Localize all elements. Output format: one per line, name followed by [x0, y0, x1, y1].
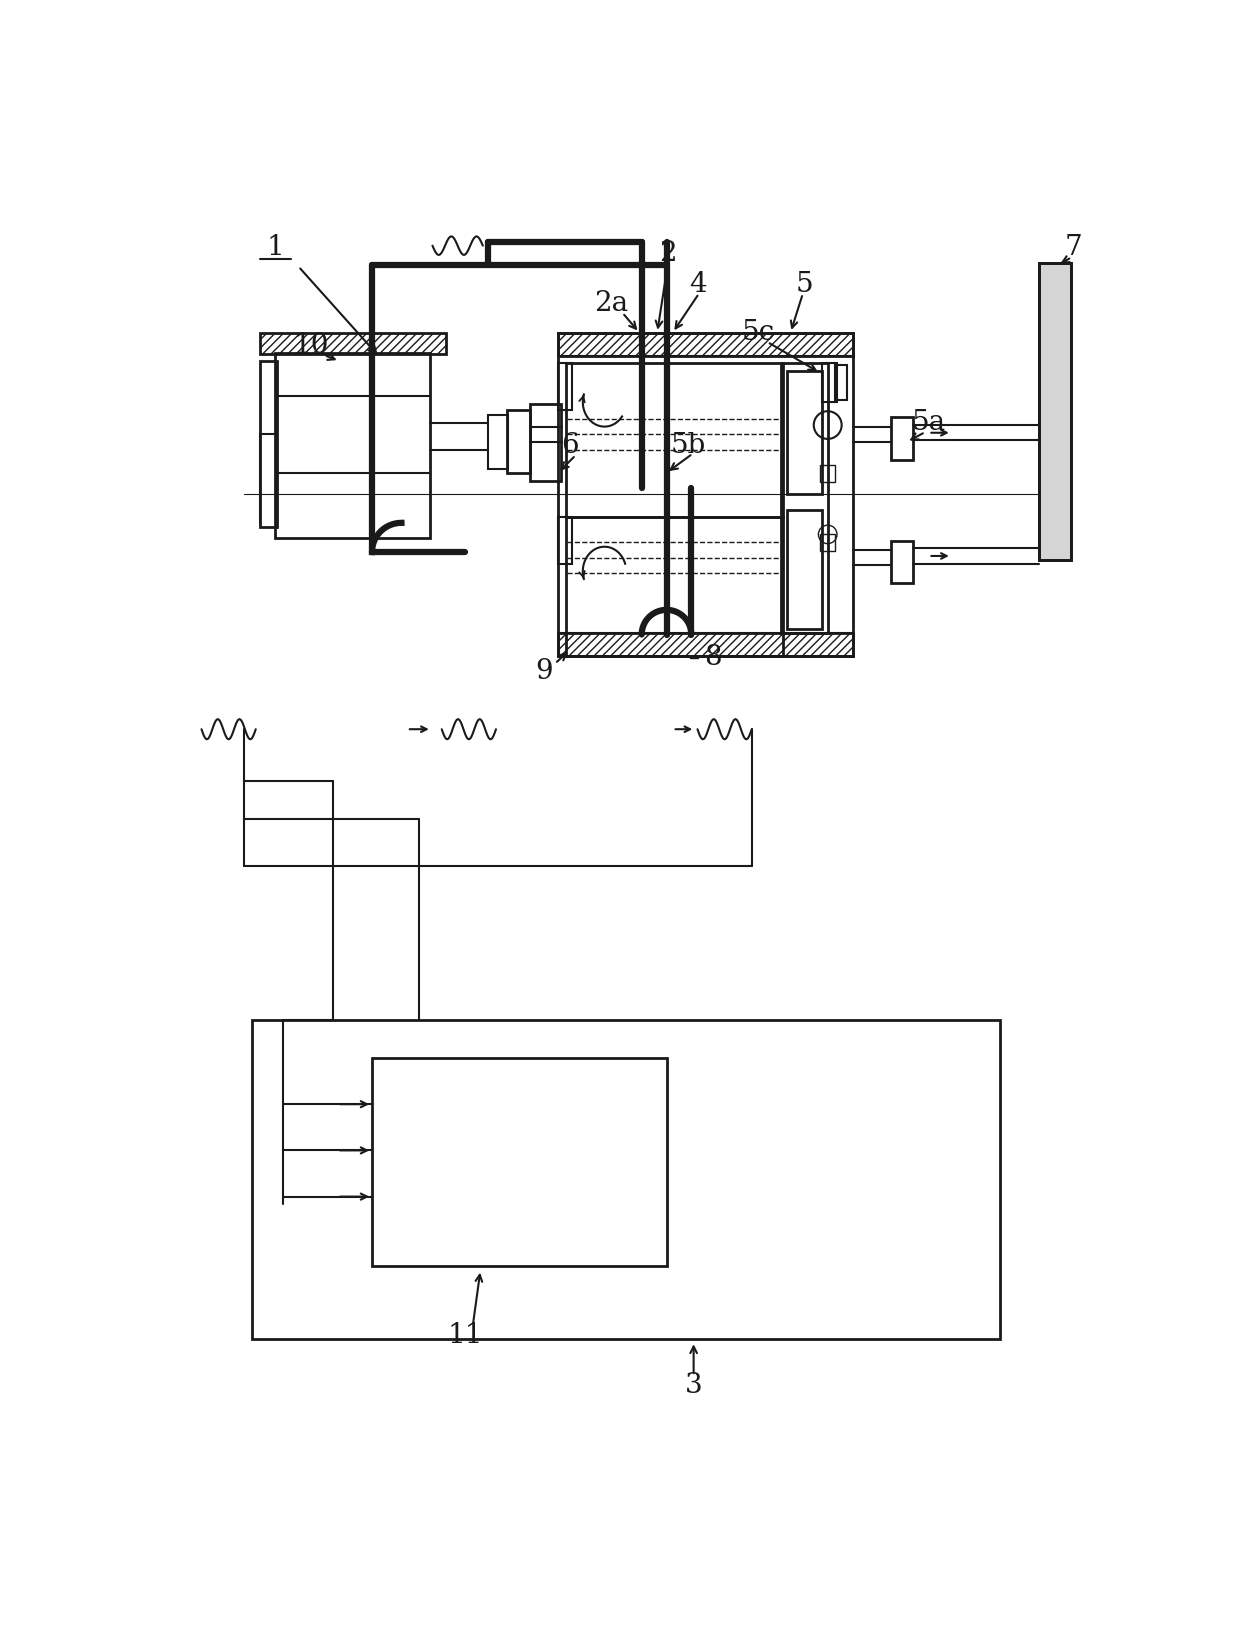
- Bar: [259, 362, 277, 526]
- Bar: [820, 465, 836, 482]
- Bar: [820, 535, 836, 551]
- Text: 4: 4: [688, 271, 707, 298]
- Bar: [489, 416, 507, 469]
- Bar: [558, 632, 853, 655]
- Text: 5c: 5c: [742, 319, 775, 346]
- Bar: [892, 417, 913, 460]
- Bar: [275, 354, 430, 538]
- Bar: [558, 632, 853, 655]
- Text: 3: 3: [684, 1372, 702, 1399]
- Bar: [781, 363, 828, 632]
- Bar: [821, 363, 837, 403]
- Text: 5a: 5a: [911, 409, 946, 437]
- Bar: [259, 333, 445, 354]
- Bar: [558, 333, 853, 355]
- Bar: [565, 517, 782, 655]
- Text: 2a: 2a: [594, 290, 627, 316]
- Text: 7: 7: [1064, 235, 1083, 261]
- Bar: [558, 333, 853, 355]
- Bar: [786, 372, 821, 494]
- Text: 5: 5: [796, 271, 813, 298]
- Text: 11: 11: [448, 1322, 482, 1348]
- Text: 8: 8: [704, 644, 722, 672]
- Bar: [558, 333, 853, 355]
- Text: 9: 9: [536, 659, 553, 685]
- Text: 1: 1: [267, 235, 284, 261]
- Bar: [565, 363, 782, 517]
- Bar: [1039, 264, 1071, 559]
- Text: 10: 10: [294, 333, 330, 359]
- Bar: [259, 333, 445, 354]
- Bar: [531, 404, 560, 481]
- Text: 2: 2: [660, 240, 677, 267]
- Bar: [786, 510, 821, 629]
- Bar: [892, 541, 913, 584]
- Text: 6: 6: [560, 432, 578, 460]
- Bar: [252, 1019, 999, 1340]
- Bar: [558, 333, 853, 655]
- Bar: [558, 363, 572, 409]
- Bar: [558, 517, 572, 564]
- Bar: [1039, 264, 1071, 559]
- Text: 5b: 5b: [671, 432, 706, 460]
- Bar: [558, 632, 853, 655]
- Bar: [372, 1058, 667, 1267]
- Bar: [836, 365, 847, 401]
- Bar: [507, 409, 531, 473]
- Bar: [259, 333, 445, 354]
